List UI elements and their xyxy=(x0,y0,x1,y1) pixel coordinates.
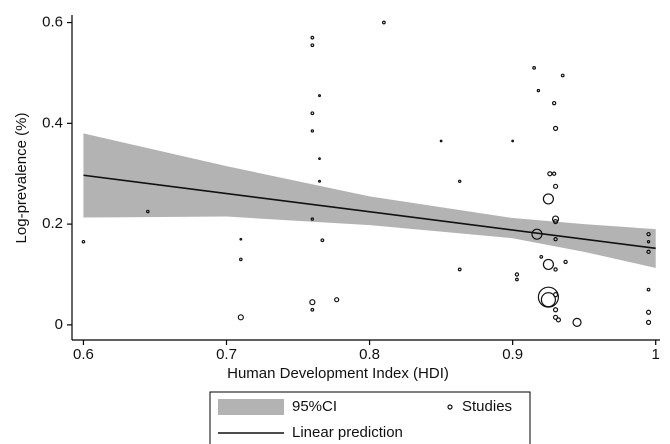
study-point xyxy=(511,139,515,143)
prediction-line xyxy=(83,174,656,250)
study-point xyxy=(645,319,652,325)
study-point xyxy=(515,277,519,282)
x-tick-label: 1 xyxy=(652,346,660,363)
study-point xyxy=(540,292,557,308)
legend-swatch xyxy=(447,404,453,410)
x-tick-label: 0.9 xyxy=(502,346,523,363)
study-point xyxy=(310,43,315,48)
study-point xyxy=(310,35,315,40)
study-point xyxy=(458,179,462,183)
y-tick-label: 0 xyxy=(55,316,63,333)
study-point xyxy=(439,139,443,143)
study-point xyxy=(552,292,559,298)
study-point xyxy=(646,240,651,244)
study-point xyxy=(547,171,553,177)
study-point xyxy=(310,129,315,133)
study-point xyxy=(310,217,315,221)
study-point xyxy=(320,238,325,243)
study-point xyxy=(551,171,557,176)
study-point xyxy=(318,157,321,161)
study-point xyxy=(536,88,541,93)
study-point xyxy=(646,287,651,292)
study-point xyxy=(572,317,582,327)
study-point xyxy=(81,239,86,244)
y-axis-label: Log-prevalence (%) xyxy=(13,113,30,244)
study-point xyxy=(334,297,340,303)
study-point xyxy=(239,257,243,262)
study-point xyxy=(239,237,243,241)
study-point xyxy=(310,111,315,116)
x-axis-label: Human Development Index (HDI) xyxy=(227,365,449,382)
study-point xyxy=(457,267,462,272)
study-point xyxy=(560,73,565,78)
y-tick-label: 0.6 xyxy=(42,14,63,31)
study-point xyxy=(146,209,150,214)
study-point xyxy=(552,183,559,189)
study-point xyxy=(646,231,651,237)
legend-label: Studies xyxy=(462,398,512,415)
study-point xyxy=(542,193,555,205)
legend-label: 95%CI xyxy=(292,398,337,415)
legend-label: Linear prediction xyxy=(292,424,403,441)
study-point xyxy=(551,100,557,106)
study-point xyxy=(552,307,559,313)
y-tick-label: 0.4 xyxy=(42,114,63,131)
study-point xyxy=(563,259,568,265)
study-point xyxy=(381,20,386,25)
study-point xyxy=(553,267,558,272)
study-point xyxy=(514,272,520,277)
x-tick-label: 0.7 xyxy=(216,346,237,363)
study-point xyxy=(318,179,322,183)
ci-band xyxy=(83,133,656,268)
study-point xyxy=(539,254,544,259)
study-point xyxy=(309,299,316,306)
study-point xyxy=(542,258,555,271)
study-point xyxy=(237,314,244,321)
study-point xyxy=(555,317,562,323)
study-point xyxy=(552,125,559,131)
study-point xyxy=(553,237,558,242)
x-tick-label: 0.8 xyxy=(359,346,380,363)
study-point xyxy=(532,66,537,70)
study-point xyxy=(551,215,560,223)
legend-swatch xyxy=(218,399,284,415)
study-point xyxy=(646,249,651,255)
study-point xyxy=(310,307,315,312)
study-point xyxy=(318,94,322,98)
study-point xyxy=(552,218,559,225)
x-tick-label: 0.6 xyxy=(73,346,94,363)
study-point xyxy=(552,314,559,320)
y-tick-label: 0.2 xyxy=(42,215,63,232)
study-point xyxy=(645,309,652,315)
study-point xyxy=(531,228,543,240)
